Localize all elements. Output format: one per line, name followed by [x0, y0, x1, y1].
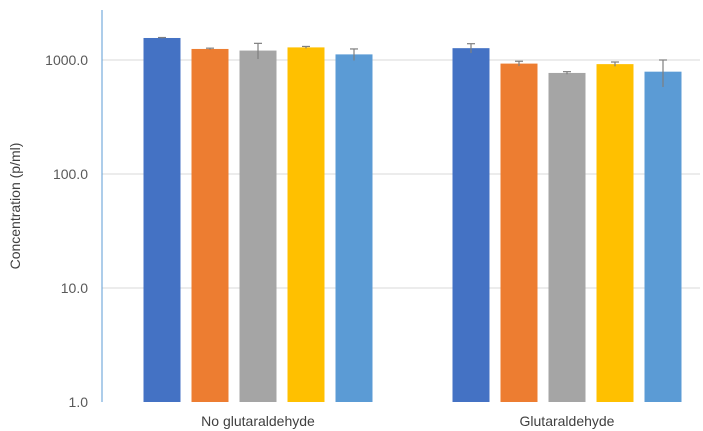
category-labels: No glutaraldehyde Glutaraldehyde	[201, 413, 615, 429]
bar	[239, 50, 277, 402]
bar	[596, 64, 634, 403]
y-tick-labels: 1.0 10.0 100.0 1000.0	[45, 52, 88, 410]
bars	[143, 37, 682, 403]
bar	[548, 72, 586, 402]
y-axis-title: Concentration (p/ml)	[7, 143, 23, 270]
bar	[644, 71, 682, 403]
y-tick-label: 1.0	[69, 394, 89, 410]
category-label: No glutaraldehyde	[201, 413, 315, 429]
category-label: Glutaraldehyde	[520, 413, 615, 429]
y-tick-label: 100.0	[53, 166, 88, 182]
bar	[500, 63, 538, 402]
bar	[143, 37, 181, 402]
bar	[452, 48, 490, 402]
y-tick-label: 1000.0	[45, 52, 88, 68]
y-tick-label: 10.0	[61, 280, 88, 296]
bar	[191, 48, 229, 402]
error-bars	[158, 36, 667, 87]
bar	[335, 54, 373, 402]
bar	[287, 47, 325, 403]
